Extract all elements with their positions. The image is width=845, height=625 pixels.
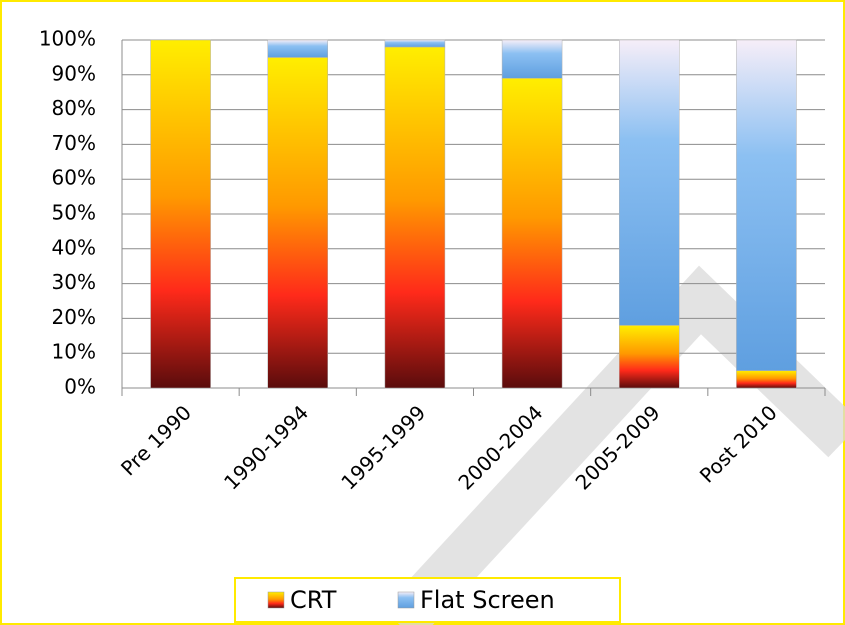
bar-segment <box>501 78 563 389</box>
bar-segment <box>267 57 328 389</box>
bar-segment <box>150 39 211 389</box>
y-tick-label: 0% <box>64 375 96 399</box>
y-tick-label: 40% <box>52 235 96 259</box>
legend-swatch <box>267 591 285 609</box>
bar-segment <box>736 39 797 371</box>
legend-box <box>234 577 621 623</box>
legend-label: Flat Screen <box>420 586 555 614</box>
bar-segment <box>384 39 446 48</box>
y-tick-label: 10% <box>52 340 96 364</box>
y-tick-label: 60% <box>52 166 96 190</box>
y-tick-label: 90% <box>52 61 96 85</box>
legend-swatch <box>397 591 415 609</box>
bar-segment <box>619 39 680 326</box>
watermark <box>382 265 845 625</box>
y-tick-label: 30% <box>52 270 96 294</box>
y-tick-label: 50% <box>52 201 96 225</box>
bar-segment <box>384 46 446 389</box>
y-tick-label: 20% <box>52 305 96 329</box>
bar-segment <box>736 370 797 389</box>
y-tick-label: 70% <box>52 131 96 155</box>
y-tick-label: 80% <box>52 96 96 120</box>
bar-segment <box>501 39 563 79</box>
legend-label: CRT <box>290 586 337 614</box>
y-tick-label: 100% <box>39 27 96 51</box>
bar-segment <box>267 39 328 58</box>
bar-segment <box>619 325 680 389</box>
